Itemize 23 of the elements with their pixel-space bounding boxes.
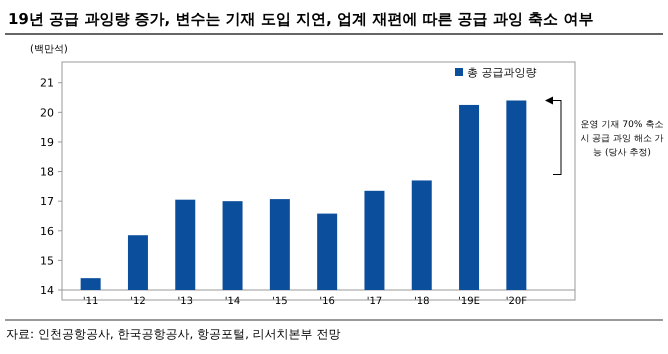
y-tick-label: 16 bbox=[40, 224, 54, 238]
legend-label: 총 공급과잉량 bbox=[467, 66, 536, 79]
x-tick-label: '18 bbox=[414, 296, 430, 307]
text: 운영 기재 70% 축소시 공급 과잉 해소 가능 (당사 추정) bbox=[579, 119, 665, 160]
x-tick-label: '20F bbox=[506, 296, 528, 307]
x-tick-label: '11 bbox=[82, 296, 98, 307]
text: 자료: 인천공항공사, 한국공항공사, 항공포털, 리서치본부 전망 bbox=[6, 327, 341, 341]
y-tick-label: 20 bbox=[40, 106, 54, 120]
x-tick-label: '17 bbox=[366, 296, 382, 307]
x-tick-label: '16 bbox=[319, 296, 335, 307]
y-tick-label: 14 bbox=[40, 284, 54, 297]
x-tick-label: '14 bbox=[224, 296, 240, 307]
x-tick-label: '13 bbox=[178, 296, 193, 307]
chart-title: 19년 공급 과잉량 증가, 변수는 기재 도입 지연, 업계 재편에 따른 공급 과잉 축소 여부 bbox=[8, 10, 594, 28]
x-tick-label: '12 bbox=[130, 296, 146, 307]
x-tick-label: '19E bbox=[458, 296, 480, 307]
y-tick-label: 21 bbox=[40, 76, 54, 90]
y-tick-label: 18 bbox=[40, 166, 54, 179]
y-tick-label: 19 bbox=[40, 136, 54, 149]
y-tick-label: 17 bbox=[40, 195, 54, 208]
y-tick-label: 15 bbox=[40, 254, 54, 268]
x-tick-label: '15 bbox=[272, 296, 288, 307]
y-axis-title: (백만석) bbox=[30, 44, 68, 55]
